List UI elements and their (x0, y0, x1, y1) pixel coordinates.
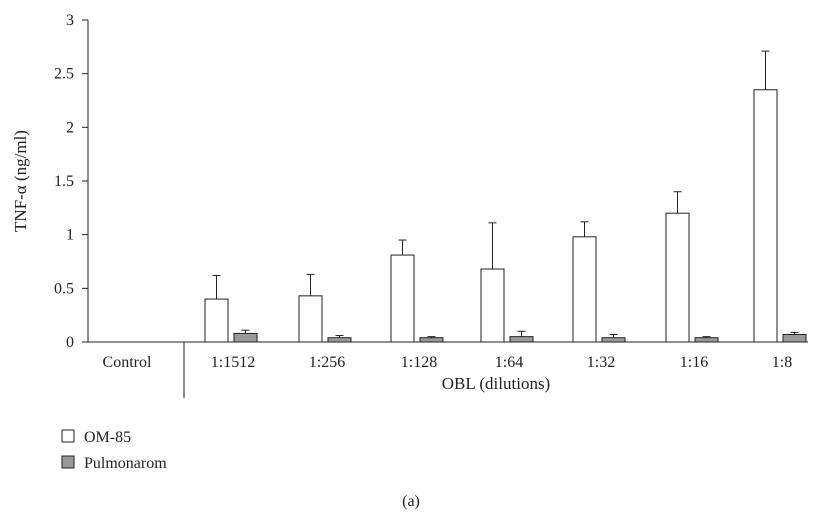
bar-pulmonarom-5 (601, 337, 626, 343)
bar-om-85-2 (298, 295, 323, 343)
bar-pulmonarom-4 (509, 336, 534, 343)
y-tick-label-3: 1.5 (54, 173, 74, 190)
bars (204, 50, 807, 343)
legend-item-om-85[interactable]: OM-85 (61, 429, 131, 446)
bar-pulmonarom-1 (233, 332, 258, 343)
y-tick-label-1: 0.5 (54, 280, 74, 297)
legend-item-pulmonarom[interactable]: Pulmonarom (61, 455, 167, 472)
y-ticks: 0 0.5 1 1.5 2 2.5 3 (54, 12, 88, 351)
legend-label-om-85: OM-85 (84, 429, 131, 446)
category-label-5: 1:32 (587, 354, 615, 371)
bar-om-85-4 (480, 268, 505, 343)
y-tick-label-6: 3 (66, 12, 74, 29)
bar-om-85-6 (665, 212, 690, 343)
category-label-6: 1:16 (680, 354, 708, 371)
legend-label-pulmonarom: Pulmonarom (84, 455, 167, 472)
y-tick-label-0: 0 (66, 334, 74, 351)
bar-om-85-7 (753, 89, 778, 343)
category-label-4: 1:64 (495, 354, 523, 371)
category-label-2: 1:256 (309, 354, 345, 371)
y-tick-label-4: 2 (66, 119, 74, 136)
legend-swatch-pulmonarom (61, 455, 75, 469)
legend: OM-85 Pulmonarom (61, 429, 167, 472)
category-label-7: 1:8 (772, 354, 792, 371)
bar-pulmonarom-7 (782, 333, 807, 343)
category-label-3: 1:128 (401, 354, 437, 371)
x-group-label: OBL (dilutions) (442, 374, 550, 393)
bar-pulmonarom-6 (694, 337, 719, 343)
bar-pulmonarom-2 (327, 337, 352, 343)
category-labels: Control 1:1512 1:256 1:128 1:64 1:32 1:16 1:8 (103, 354, 793, 371)
bar-om-85-5 (572, 236, 597, 343)
category-label-1: 1:1512 (211, 354, 255, 371)
y-axis: 0 0.5 1 1.5 2 2.5 3 (54, 12, 89, 351)
bar-om-85-1 (204, 298, 229, 343)
bar-pulmonarom-3 (419, 337, 444, 343)
y-tick-label-2: 1 (66, 227, 74, 244)
figure-caption: (a) (402, 493, 420, 510)
y-tick-label-5: 2.5 (54, 66, 74, 83)
category-label-0: Control (103, 354, 152, 371)
legend-swatch-om-85 (61, 429, 75, 443)
bar-om-85-3 (390, 254, 415, 343)
y-axis-title: TNF-α (ng/ml) (11, 130, 30, 232)
